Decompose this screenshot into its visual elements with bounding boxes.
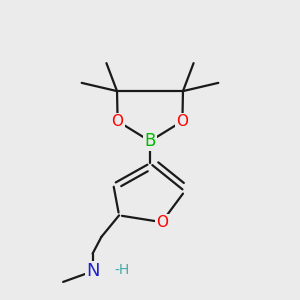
Text: B: B (144, 132, 156, 150)
Text: -H: -H (115, 263, 130, 277)
Text: O: O (112, 114, 124, 129)
Text: O: O (176, 114, 188, 129)
Text: N: N (86, 262, 99, 280)
Text: O: O (156, 214, 168, 230)
